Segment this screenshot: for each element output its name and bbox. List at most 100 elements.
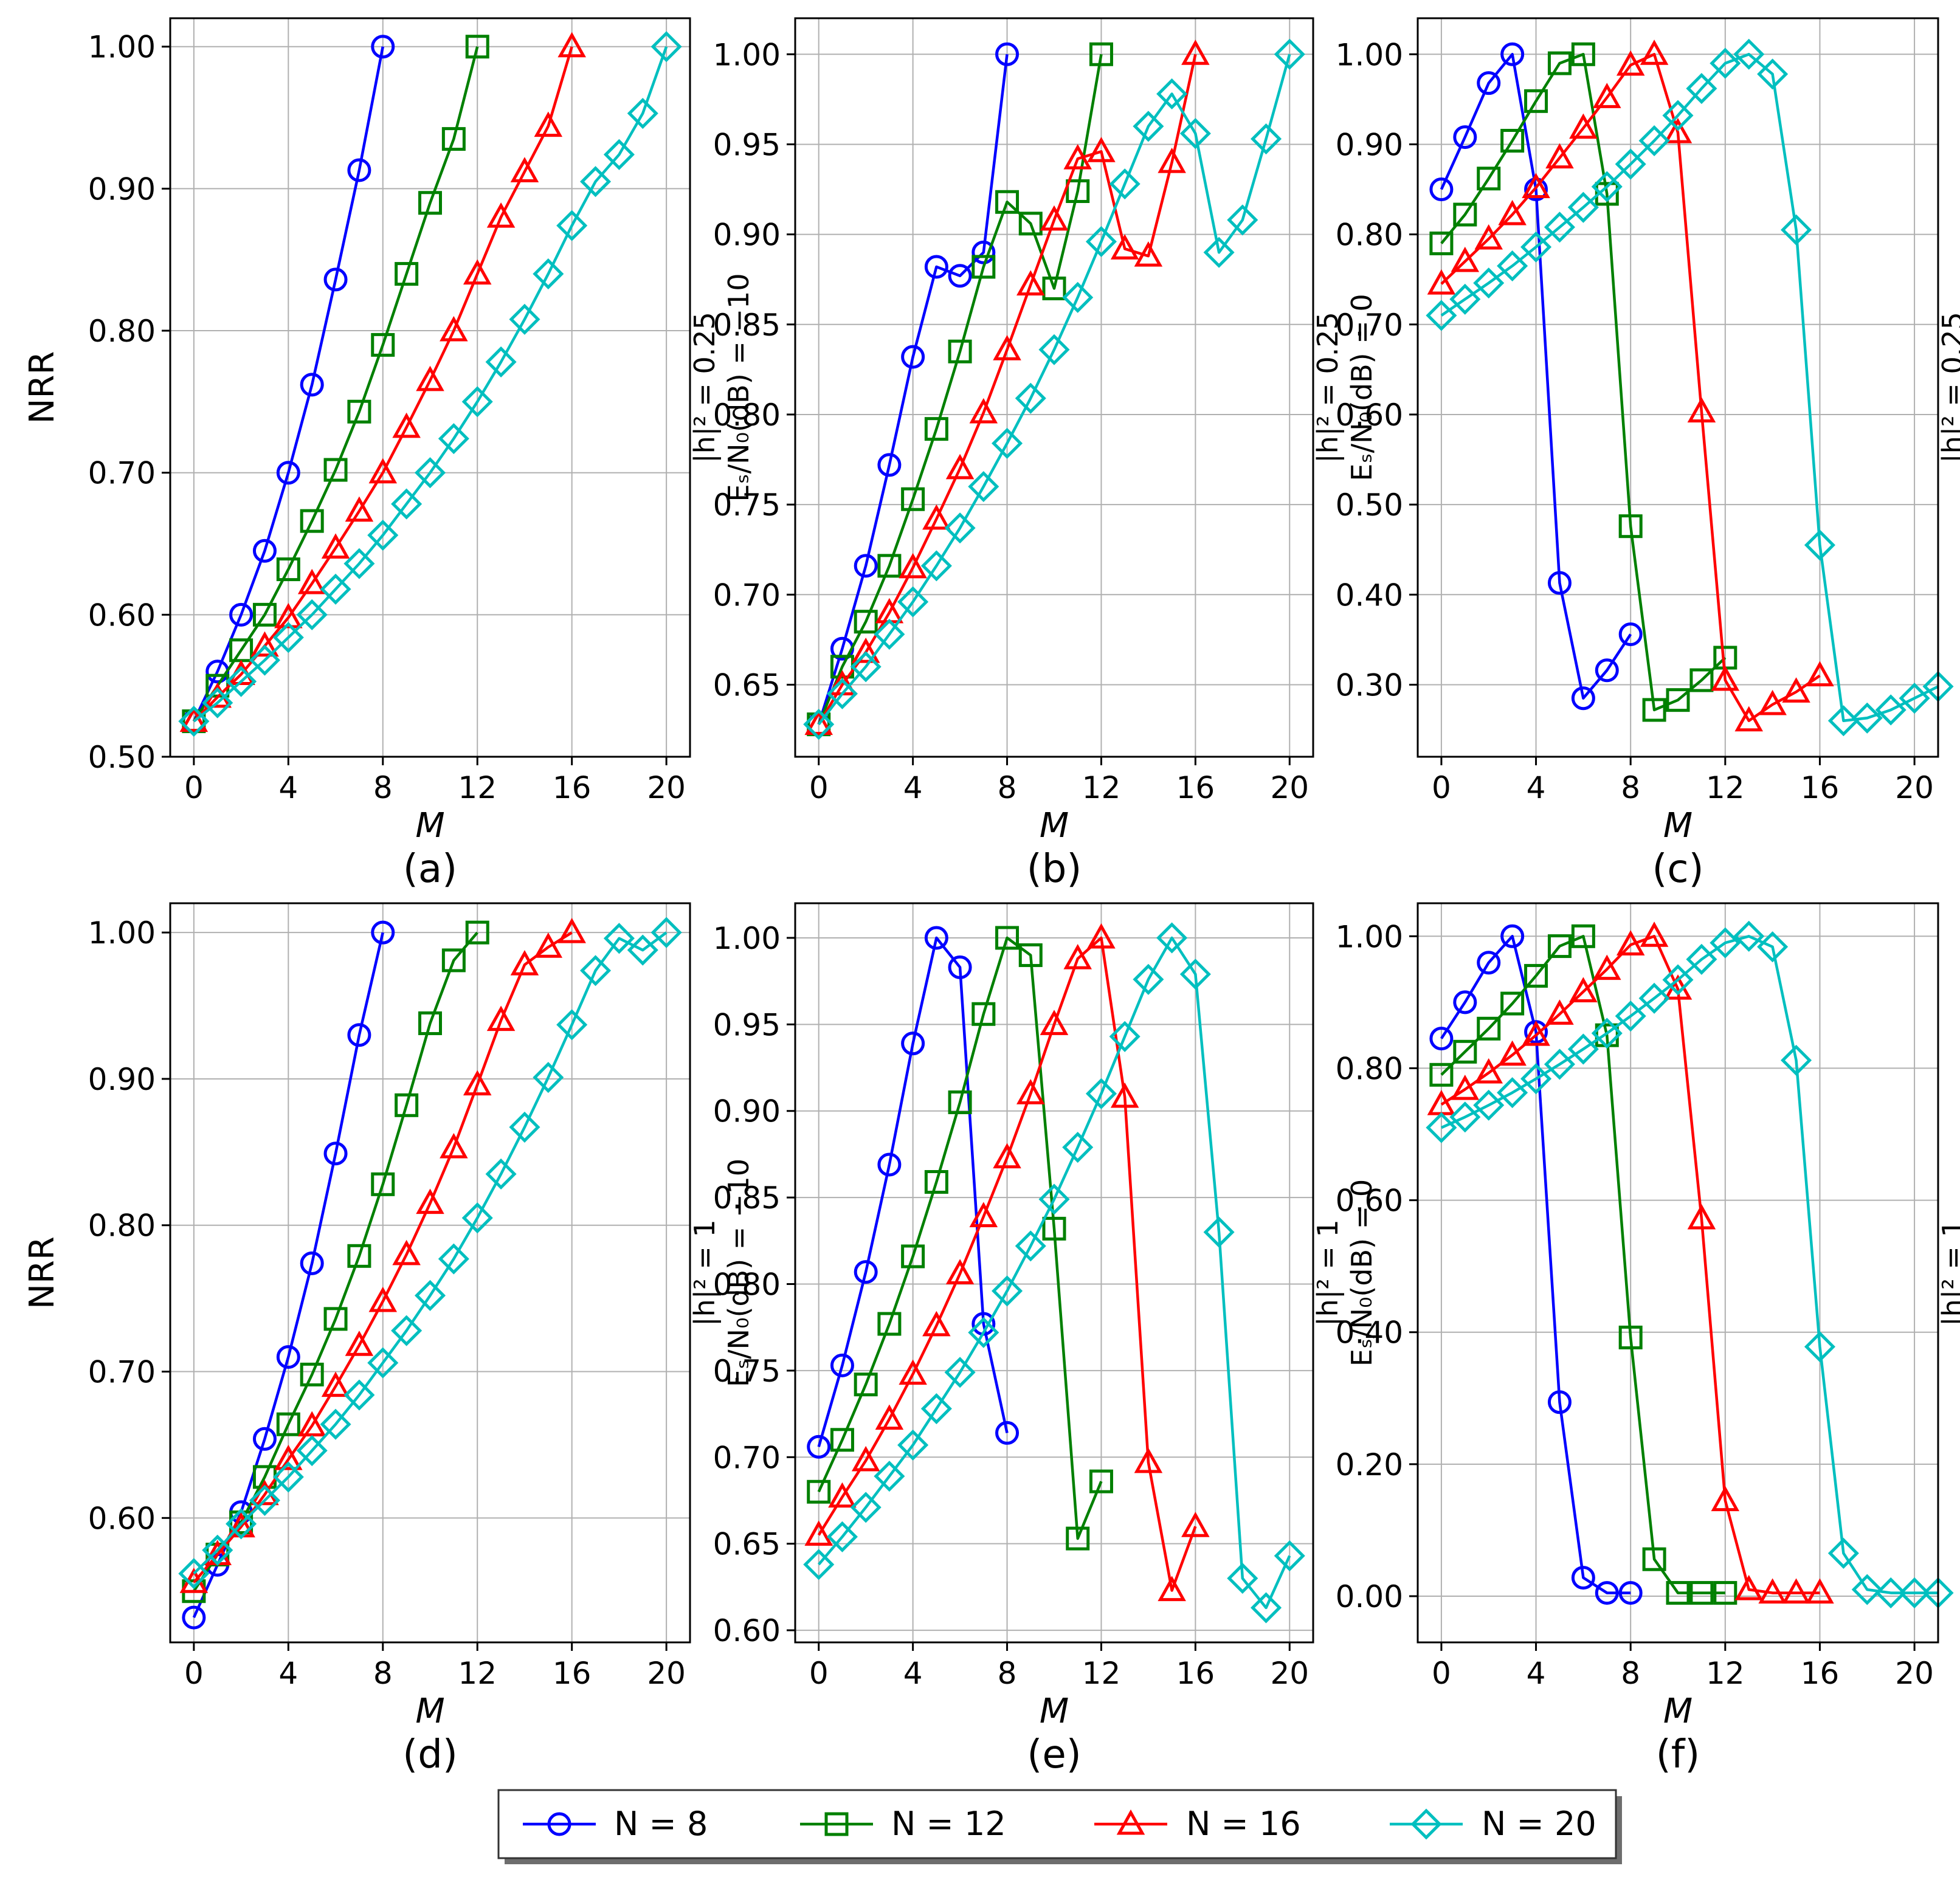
data-point — [395, 1093, 419, 1117]
data-point — [851, 1445, 880, 1472]
x-tick-label: 12 — [1706, 1656, 1745, 1691]
data-point — [1713, 1581, 1737, 1605]
x-tick-label: 4 — [278, 770, 298, 805]
data-point — [1545, 143, 1574, 169]
data-point — [371, 1172, 395, 1196]
data-point — [416, 365, 444, 391]
data-point — [321, 1371, 350, 1397]
data-point — [1500, 129, 1525, 153]
data-point — [1089, 1469, 1113, 1493]
data-point — [897, 1429, 929, 1461]
data-point — [1429, 1062, 1454, 1087]
data-point — [1274, 1540, 1305, 1572]
data-point — [627, 934, 658, 966]
plot-frame — [169, 902, 691, 1644]
data-point — [1181, 1512, 1210, 1537]
y-tick-label: 0.70 — [1336, 308, 1403, 343]
data-point — [920, 550, 952, 582]
x-tick-label: 16 — [553, 1656, 592, 1691]
data-point — [924, 417, 948, 441]
data-point — [1781, 1044, 1812, 1076]
data-point — [414, 457, 446, 489]
data-point — [897, 586, 929, 618]
data-point — [1497, 1077, 1528, 1109]
data-point — [1567, 1033, 1599, 1065]
data-point — [252, 602, 277, 627]
data-point — [1062, 1132, 1094, 1163]
data-point — [274, 1444, 303, 1470]
data-point — [580, 955, 612, 987]
data-point — [1595, 658, 1619, 683]
plot-frame — [794, 902, 1314, 1644]
data-point — [969, 1202, 998, 1227]
data-point — [1666, 1581, 1690, 1605]
data-point — [1427, 269, 1456, 295]
y-tick-label: 0.20 — [1336, 1447, 1403, 1483]
y-tick-label: 1.00 — [1336, 919, 1403, 954]
data-point — [948, 339, 972, 363]
data-point — [1449, 283, 1481, 315]
chart-panel-b: 0 4 8 12 16 20 0.65 0.70 0.75 0.80 0.85 0.90 0.95 1.0… — [713, 17, 1378, 892]
series-line-n20 — [193, 931, 668, 1575]
data-point — [509, 303, 540, 335]
data-point — [465, 920, 489, 945]
x-tick-label: 8 — [373, 770, 393, 805]
data-point — [901, 487, 925, 511]
subplot-caption: (c) — [1652, 847, 1703, 892]
plot-frame — [794, 17, 1314, 758]
side-label-channel-gain: |h|² = 0.25 — [1936, 312, 1960, 463]
data-point — [901, 345, 925, 369]
data-point — [1899, 1577, 1930, 1609]
data-point — [944, 1357, 976, 1388]
data-point — [1733, 920, 1765, 952]
data-point — [1806, 1578, 1834, 1604]
data-point — [1782, 1578, 1810, 1604]
data-point — [971, 1002, 996, 1026]
series-line-n8 — [817, 936, 1009, 1447]
data-point — [276, 557, 300, 582]
x-tick-label: 16 — [1801, 1656, 1840, 1691]
x-tick-label: 16 — [1801, 770, 1840, 805]
data-point — [580, 166, 612, 198]
data-point — [276, 1412, 300, 1436]
subplot-caption: (a) — [403, 847, 457, 892]
x-tick-label: 0 — [184, 1656, 204, 1691]
data-point — [922, 504, 951, 530]
data-point — [1618, 1581, 1643, 1605]
data-point — [320, 1408, 351, 1440]
data-point — [343, 548, 375, 579]
data-point — [1544, 212, 1575, 243]
data-point — [1638, 982, 1670, 1014]
side-label-snr: Eₛ/N₀(dB) = 0 — [1345, 294, 1378, 481]
data-point — [1593, 954, 1621, 980]
data-point — [347, 1023, 371, 1047]
data-point — [969, 398, 998, 424]
data-point — [250, 631, 279, 657]
data-point — [1851, 702, 1883, 734]
data-point — [347, 399, 371, 424]
x-tick-label: 0 — [1432, 1656, 1451, 1691]
data-point — [1734, 1575, 1763, 1600]
data-point — [1477, 71, 1501, 95]
y-tick-label: 0.60 — [1336, 1183, 1403, 1219]
data-point — [1227, 204, 1258, 236]
data-point — [1477, 951, 1501, 975]
data-point — [1016, 1079, 1045, 1104]
legend-marker-square — [824, 1812, 849, 1836]
chart-panel-e: 0 4 8 12 16 20 0.60 0.65 0.70 0.75 0.80 0.85 0.90 0.9… — [713, 902, 1378, 1777]
data-point — [877, 554, 902, 578]
x-tick-label: 12 — [458, 1656, 497, 1691]
legend-marker-triangle — [1116, 1809, 1145, 1835]
chart-panel-d: 0 4 8 12 16 20 0.60 0.70 0.80 0.90 1.00 M(d) NRR |h|²… — [22, 902, 755, 1777]
data-point — [1616, 50, 1645, 76]
data-point — [877, 453, 902, 477]
x-tick-label: 4 — [1527, 770, 1546, 805]
data-point — [1520, 231, 1552, 263]
data-point — [1782, 677, 1810, 703]
legend-label: N = 16 — [1186, 1805, 1301, 1843]
chart-panels: 0 4 8 12 16 200.500.600.700.800.901.00M(a)NRR… — [22, 17, 1960, 1777]
data-point — [992, 427, 1023, 459]
data-point — [1663, 118, 1693, 143]
data-point — [1569, 977, 1598, 1002]
side-label-channel-gain: |h|² = 0.25 — [688, 312, 722, 463]
